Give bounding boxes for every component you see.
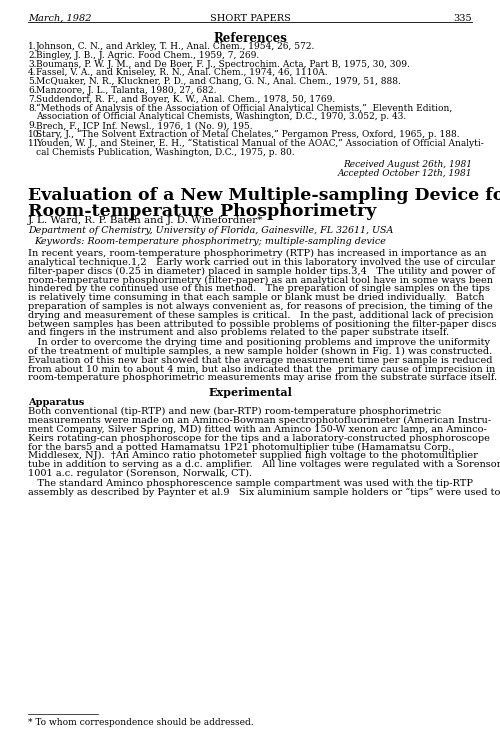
Text: of the treatment of multiple samples, a new sample holder (shown in Fig. 1) was : of the treatment of multiple samples, a … bbox=[28, 347, 492, 356]
Text: J. L. Ward, R. P. Bateh and J. D. Winefordner*: J. L. Ward, R. P. Bateh and J. D. Winefo… bbox=[28, 216, 264, 225]
Text: Room-temperature Phosphorimetry: Room-temperature Phosphorimetry bbox=[28, 203, 376, 220]
Text: 3.: 3. bbox=[28, 60, 36, 69]
Text: room-temperature phosphorimetry (filter-paper) as an analytical tool have in som: room-temperature phosphorimetry (filter-… bbox=[28, 276, 493, 285]
Text: Bingley, J. B., J. Agric. Food Chem., 1959, 7, 269.: Bingley, J. B., J. Agric. Food Chem., 19… bbox=[36, 50, 259, 60]
Text: Manzoore, J. L., Talanta, 1980, 27, 682.: Manzoore, J. L., Talanta, 1980, 27, 682. bbox=[36, 86, 216, 95]
Text: ment Company, Silver Spring, MD) fitted with an Aminco 150-W xenon arc lamp, an : ment Company, Silver Spring, MD) fitted … bbox=[28, 425, 487, 434]
Text: 8.: 8. bbox=[28, 104, 36, 113]
Text: 6.: 6. bbox=[28, 86, 36, 95]
Text: between samples has been attributed to possible problems of positioning the filt: between samples has been attributed to p… bbox=[28, 319, 496, 329]
Text: References: References bbox=[213, 32, 287, 45]
Text: SHORT PAPERS: SHORT PAPERS bbox=[210, 14, 290, 23]
Text: 1.: 1. bbox=[28, 42, 36, 51]
Text: Keywords: Room-temperature phosphorimetry; multiple-sampling device: Keywords: Room-temperature phosphorimetr… bbox=[34, 237, 386, 246]
Text: Evaluation of this new bar showed that the average measurement time per sample i: Evaluation of this new bar showed that t… bbox=[28, 356, 492, 365]
Text: Accepted October 12th, 1981: Accepted October 12th, 1981 bbox=[338, 169, 472, 178]
Text: 7.: 7. bbox=[28, 95, 36, 104]
Text: assembly as described by Paynter et al.9   Six aluminium sample holders or “tips: assembly as described by Paynter et al.9… bbox=[28, 488, 500, 497]
Text: tube in addition to serving as a d.c. amplifier.   All line voltages were regula: tube in addition to serving as a d.c. am… bbox=[28, 460, 500, 469]
Text: filter-paper discs (0.25 in diameter) placed in sample holder tips.3,4   The uti: filter-paper discs (0.25 in diameter) pl… bbox=[28, 267, 495, 276]
Text: hindered by the continued use of this method.   The preparation of single sample: hindered by the continued use of this me… bbox=[28, 284, 490, 293]
Text: room-temperature phosphorimetric measurements may arise from the substrate surfa: room-temperature phosphorimetric measure… bbox=[28, 374, 497, 382]
Text: and fingers in the instrument and also problems related to the paper substrate i: and fingers in the instrument and also p… bbox=[28, 328, 449, 338]
Text: Suddendorf, R. F., and Boyer, K. W., Anal. Chem., 1978, 50, 1769.: Suddendorf, R. F., and Boyer, K. W., Ana… bbox=[36, 95, 335, 104]
Text: Brech, F., ICP Inf. Newsl., 1976, 1 (No. 9), 195.: Brech, F., ICP Inf. Newsl., 1976, 1 (No.… bbox=[36, 121, 252, 130]
Text: “Methods of Analysis of the Association of Official Analytical Chemists,”  Eleve: “Methods of Analysis of the Association … bbox=[36, 104, 452, 113]
Text: measurements were made on an Aminco-Bowman spectrophotofluorimeter (American Ins: measurements were made on an Aminco-Bowm… bbox=[28, 416, 491, 425]
Text: Keirs rotating-can phosphoroscope for the tips and a laboratory-constructed phos: Keirs rotating-can phosphoroscope for th… bbox=[28, 433, 490, 442]
Text: Youden, W. J., and Steiner, E. H., “Statistical Manual of the AOAC,” Association: Youden, W. J., and Steiner, E. H., “Stat… bbox=[36, 139, 484, 148]
Text: 5.: 5. bbox=[28, 77, 37, 86]
Text: Department of Chemistry, University of Florida, Gainesville, FL 32611, USA: Department of Chemistry, University of F… bbox=[28, 226, 394, 235]
Text: 335: 335 bbox=[454, 14, 472, 23]
Text: Apparatus: Apparatus bbox=[28, 398, 84, 407]
Text: * To whom correspondence should be addressed.: * To whom correspondence should be addre… bbox=[28, 718, 254, 727]
Text: Association of Official Analytical Chemists, Washington, D.C., 1970, 3.052, p. 4: Association of Official Analytical Chemi… bbox=[36, 113, 406, 121]
Text: is relatively time consuming in that each sample or blank must be dried individu: is relatively time consuming in that eac… bbox=[28, 293, 484, 302]
Text: In recent years, room-temperature phosphorimetry (RTP) has increased in importan: In recent years, room-temperature phosph… bbox=[28, 249, 486, 258]
Text: Evaluation of a New Multiple-sampling Device for: Evaluation of a New Multiple-sampling De… bbox=[28, 187, 500, 204]
Text: 10.: 10. bbox=[28, 130, 42, 139]
Text: Received August 26th, 1981: Received August 26th, 1981 bbox=[343, 160, 472, 170]
Text: March, 1982: March, 1982 bbox=[28, 14, 92, 23]
Text: Johnson, C. N., and Arkley, T. H., Anal. Chem., 1954, 26, 572.: Johnson, C. N., and Arkley, T. H., Anal.… bbox=[36, 42, 316, 51]
Text: Experimental: Experimental bbox=[208, 387, 292, 398]
Text: In order to overcome the drying time and positioning problems and improve the un: In order to overcome the drying time and… bbox=[28, 338, 490, 347]
Text: cal Chemists Publication, Washington, D.C., 1975, p. 80.: cal Chemists Publication, Washington, D.… bbox=[36, 148, 294, 156]
Text: analytical technique.1,2   Early work carried out in this laboratory involved th: analytical technique.1,2 Early work carr… bbox=[28, 258, 495, 267]
Text: 1001 a.c. regulator (Sorenson, Norwalk, CT).: 1001 a.c. regulator (Sorenson, Norwalk, … bbox=[28, 469, 252, 478]
Text: Boumans, P. W. J. M., and De Boer, F. J., Spectrochim. Acta, Part B, 1975, 30, 3: Boumans, P. W. J. M., and De Boer, F. J.… bbox=[36, 60, 410, 69]
Text: Fassel, V. A., and Kniseley, R. N., Anal. Chem., 1974, 46, 1110A.: Fassel, V. A., and Kniseley, R. N., Anal… bbox=[36, 69, 328, 77]
Text: Middlesex, NJ).  †An Aminco ratio photometer supplied high voltage to the photom: Middlesex, NJ). †An Aminco ratio photome… bbox=[28, 451, 478, 461]
Text: preparation of samples is not always convenient as, for reasons of precision, th: preparation of samples is not always con… bbox=[28, 302, 493, 311]
Text: Stary, J., “The Solvent Extraction of Metal Chelates,” Pergamon Press, Oxford, 1: Stary, J., “The Solvent Extraction of Me… bbox=[36, 130, 460, 140]
Text: Both conventional (tip-RTP) and new (bar-RTP) room-temperature phosphorimetric: Both conventional (tip-RTP) and new (bar… bbox=[28, 407, 441, 417]
Text: drying and measurement of these samples is critical.   In the past, additional l: drying and measurement of these samples … bbox=[28, 311, 493, 319]
Text: for the bars5 and a potted Hamamatsu 1P21 photomultiplier tube (Hamamatsu Corp.,: for the bars5 and a potted Hamamatsu 1P2… bbox=[28, 442, 454, 452]
Text: 2.: 2. bbox=[28, 50, 36, 60]
Text: The standard Aminco phosphorescence sample compartment was used with the tip-RTP: The standard Aminco phosphorescence samp… bbox=[28, 479, 473, 488]
Text: 9.: 9. bbox=[28, 121, 36, 130]
Text: McQuaker, N. R., Kluckner, P. D., and Chang, G. N., Anal. Chem., 1979, 51, 888.: McQuaker, N. R., Kluckner, P. D., and Ch… bbox=[36, 77, 401, 86]
Text: 4.: 4. bbox=[28, 69, 36, 77]
Text: from about 10 min to about 4 min, but also indicated that the  primary cause of : from about 10 min to about 4 min, but al… bbox=[28, 365, 495, 374]
Text: 11.: 11. bbox=[28, 139, 42, 148]
